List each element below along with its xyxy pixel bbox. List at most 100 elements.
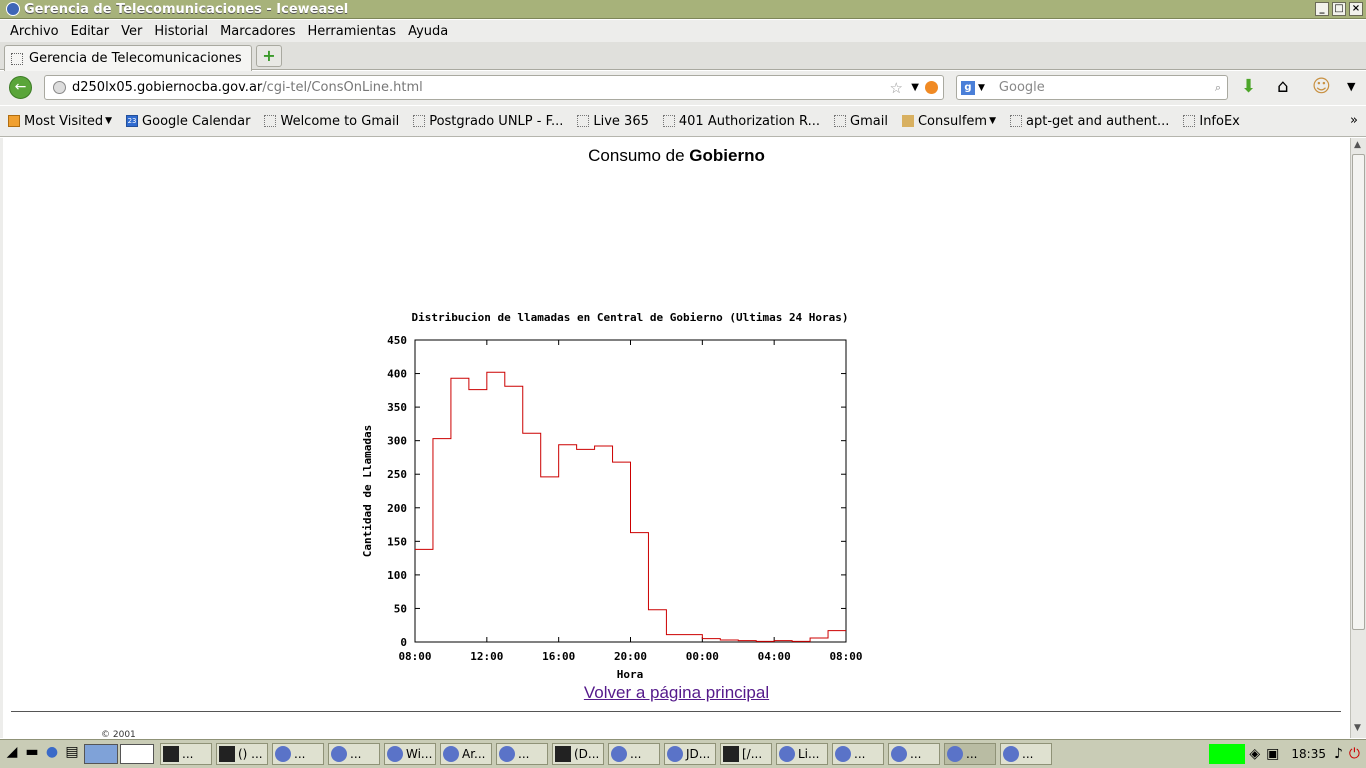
menu-archivo[interactable]: Archivo: [10, 23, 59, 39]
page-icon: [1010, 115, 1022, 127]
power-icon[interactable]: ⏻: [1348, 746, 1360, 762]
divider: [11, 711, 1341, 712]
taskbar-task[interactable]: ...: [888, 743, 940, 765]
taskbar-task[interactable]: ...: [160, 743, 212, 765]
task-app-icon: [667, 746, 683, 762]
task-label: ...: [1022, 747, 1034, 761]
taskbar-task[interactable]: JD...: [664, 743, 716, 765]
bookmark-label: 401 Authorization R...: [678, 113, 820, 129]
desktop-2[interactable]: [120, 744, 154, 764]
window-title: Gerencia de Telecomunicaciones - Iceweas…: [24, 1, 349, 17]
calendar-icon: 23: [126, 115, 139, 127]
task-label: Li...: [798, 747, 820, 761]
menu-marcadores[interactable]: Marcadores: [220, 23, 296, 39]
bookmark-google-calendar[interactable]: 23 Google Calendar: [126, 114, 250, 129]
tab-gerencia[interactable]: Gerencia de Telecomunicaciones: [4, 45, 252, 71]
url-dropdown-icon[interactable]: ▼: [911, 82, 919, 93]
menu-launcher-icon[interactable]: ◢: [6, 744, 18, 760]
search-placeholder: Google: [998, 80, 1045, 95]
maximize-button[interactable]: □: [1332, 2, 1346, 16]
greasemonkey-icon[interactable]: ☺: [1312, 76, 1331, 97]
chart-title: Distribucion de llamadas en Central de G…: [411, 311, 848, 324]
bookmark-apt-get[interactable]: apt-get and authent...: [1010, 114, 1169, 129]
taskbar-task[interactable]: Ar...: [440, 743, 492, 765]
taskbar-task[interactable]: () ...: [216, 743, 268, 765]
menu-historial[interactable]: Historial: [154, 23, 209, 39]
taskbar-task[interactable]: ...: [328, 743, 380, 765]
page-title-bold: Gobierno: [689, 146, 765, 165]
menu-ayuda[interactable]: Ayuda: [408, 23, 449, 39]
taskbar-task[interactable]: ...: [832, 743, 884, 765]
task-app-icon: [779, 746, 795, 762]
taskbar-task[interactable]: ...: [608, 743, 660, 765]
vertical-scrollbar[interactable]: ▲ ▼: [1350, 138, 1366, 738]
network-icon[interactable]: ◈: [1249, 746, 1261, 762]
navigation-bar: ← d250lx05.gobiernocba.gov.ar/cgi-tel/Co…: [0, 71, 1366, 105]
close-button[interactable]: ×: [1349, 2, 1363, 16]
y-tick-label: 250: [387, 468, 407, 481]
feed-icon[interactable]: [925, 81, 938, 94]
x-tick-label: 16:00: [542, 650, 575, 663]
taskbar-task[interactable]: (D...: [552, 743, 604, 765]
toolbar-chevron-icon[interactable]: ▼: [1347, 80, 1356, 93]
scroll-down-icon[interactable]: ▼: [1354, 723, 1361, 733]
site-identity-icon[interactable]: [53, 81, 66, 94]
taskbar-task[interactable]: ...: [1000, 743, 1052, 765]
desktop-1[interactable]: [84, 744, 118, 764]
new-tab-button[interactable]: +: [256, 45, 282, 67]
clock: 18:35: [1291, 747, 1326, 761]
task-label: () ...: [238, 747, 263, 761]
url-bar[interactable]: d250lx05.gobiernocba.gov.ar/cgi-tel/Cons…: [44, 75, 944, 100]
browser-launcher-icon[interactable]: ●: [45, 744, 59, 760]
bookmark-star-icon[interactable]: ☆: [889, 78, 903, 97]
search-bar[interactable]: g ▼ Google ⌕: [956, 75, 1228, 100]
bookmark-consulfem[interactable]: Consulfem ▼: [901, 113, 996, 129]
engine-dropdown-icon[interactable]: ▼: [978, 82, 985, 93]
bookmark-postgrado[interactable]: Postgrado UNLP - F...: [413, 114, 563, 129]
task-label: JD...: [686, 747, 711, 761]
bookmark-label: Gmail: [850, 113, 888, 129]
bookmark-most-visited[interactable]: Most Visited ▼: [8, 114, 112, 129]
taskbar-task[interactable]: ...: [272, 743, 324, 765]
bookmarks-overflow-icon[interactable]: »: [1350, 113, 1358, 128]
show-desktop-icon[interactable]: ▤: [65, 744, 79, 760]
taskbar-task[interactable]: ...: [496, 743, 548, 765]
bookmark-live365[interactable]: Live 365: [577, 114, 649, 129]
y-tick-label: 0: [400, 636, 407, 649]
menu-editar[interactable]: Editar: [70, 23, 110, 39]
task-label: ...: [518, 747, 530, 761]
google-engine-icon[interactable]: g: [961, 80, 975, 95]
menu-ver[interactable]: Ver: [121, 23, 143, 39]
taskbar-task[interactable]: Li...: [776, 743, 828, 765]
home-icon[interactable]: ⌂: [1277, 76, 1289, 97]
task-label: ...: [630, 747, 642, 761]
bookmark-gmail[interactable]: Gmail: [834, 114, 888, 129]
bookmark-401[interactable]: 401 Authorization R...: [662, 113, 820, 129]
taskbar: ◢ ▬ ● ▤ ... () ......... Wi... Ar...... (D..…: [0, 739, 1366, 768]
minimize-button[interactable]: _: [1315, 2, 1329, 16]
home-link[interactable]: Volver a página principal: [583, 683, 770, 702]
volume-icon[interactable]: ♪: [1333, 746, 1343, 762]
iceweasel-icon: [6, 2, 20, 16]
taskbar-task[interactable]: Wi...: [384, 743, 436, 765]
back-button[interactable]: ←: [9, 76, 32, 99]
bookmark-welcome-gmail[interactable]: Welcome to Gmail: [264, 114, 399, 129]
y-tick-label: 150: [387, 535, 407, 548]
scroll-up-icon[interactable]: ▲: [1354, 140, 1361, 150]
scrollbar-thumb[interactable]: [1352, 154, 1365, 630]
task-label: ...: [350, 747, 362, 761]
bookmark-label: Consulfem: [917, 113, 988, 129]
page-favicon-icon: [11, 52, 23, 65]
x-axis-label: Hora: [617, 668, 644, 681]
y-tick-label: 300: [387, 435, 407, 448]
update-icon[interactable]: ▣: [1266, 746, 1280, 762]
download-icon[interactable]: ⬇: [1241, 76, 1257, 97]
bookmark-label: InfoEx: [1199, 113, 1240, 129]
taskbar-task[interactable]: [/...: [720, 743, 772, 765]
terminal-launcher-icon[interactable]: ▬: [25, 744, 39, 760]
taskbar-task[interactable]: ...: [944, 743, 996, 765]
bookmark-label: apt-get and authent...: [1026, 113, 1170, 129]
bookmark-infoex[interactable]: InfoEx: [1183, 114, 1240, 129]
menu-herramientas[interactable]: Herramientas: [307, 23, 397, 39]
search-icon[interactable]: ⌕: [1214, 80, 1221, 94]
